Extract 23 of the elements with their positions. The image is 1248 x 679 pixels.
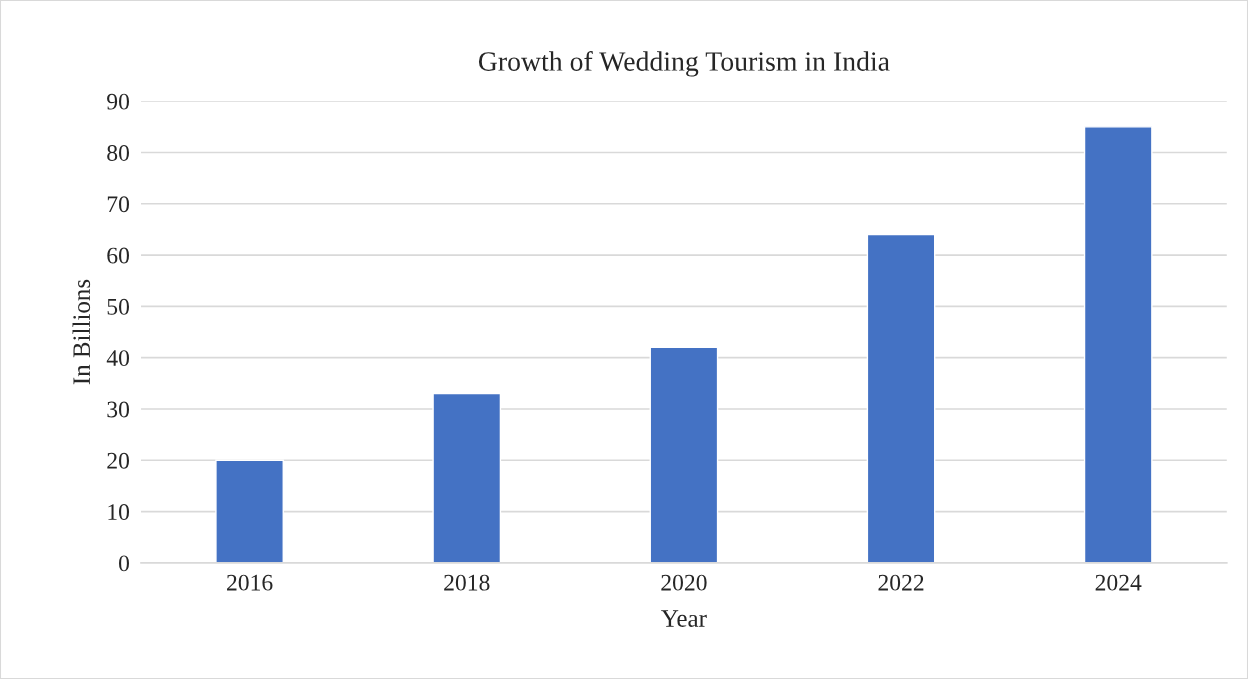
bar — [215, 459, 284, 563]
bar — [649, 346, 719, 563]
y-tick-label: 10 — [108, 504, 130, 521]
x-tick-label: 2016 — [227, 574, 273, 591]
y-tick-label: 40 — [106, 350, 130, 367]
x-tick-label: 2020 — [661, 574, 707, 591]
y-tick-label: 80 — [107, 144, 130, 161]
x-tick-label: 2022 — [878, 574, 924, 591]
y-tick-label: 90 — [107, 93, 130, 110]
y-tick-label: 30 — [107, 401, 130, 418]
bar — [866, 233, 936, 563]
y-tick-label: 50 — [107, 298, 130, 315]
y-axis-title: In Billions — [72, 279, 91, 385]
y-tick-label: 20 — [107, 452, 130, 469]
bar — [432, 392, 502, 563]
x-axis-title: Year — [661, 610, 707, 627]
y-tick-label: 70 — [107, 196, 130, 213]
y-tick-label: 0 — [119, 555, 130, 572]
x-tick-label: 2018 — [444, 574, 490, 591]
bar — [1083, 126, 1153, 563]
y-tick-label: 60 — [107, 247, 130, 264]
chart-title: Growth of Wedding Tourism in India — [478, 51, 890, 77]
x-tick-label: 2024 — [1095, 574, 1142, 591]
